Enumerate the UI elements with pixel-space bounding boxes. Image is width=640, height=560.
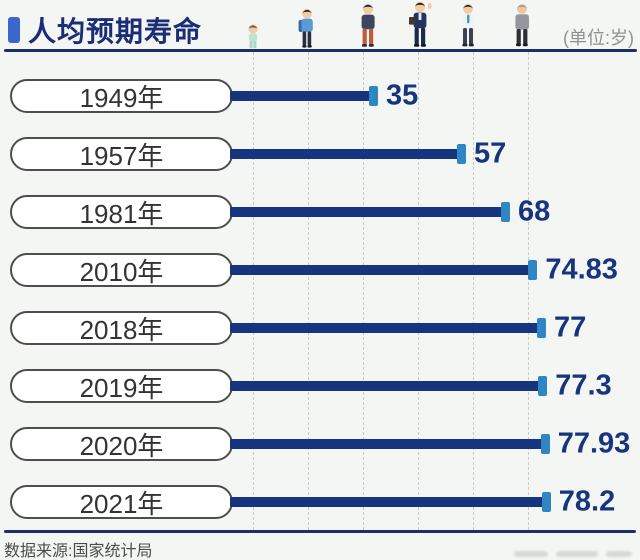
watermark <box>514 551 632 557</box>
grid-line <box>473 52 474 530</box>
grid-line <box>528 52 529 530</box>
year-label-pill: 2010年 <box>10 253 233 287</box>
young-adult-figure <box>361 3 382 47</box>
bar <box>230 497 546 507</box>
bar-cap <box>501 202 510 222</box>
elderly-figure <box>515 4 532 47</box>
value-label: 35 <box>386 79 419 112</box>
header-divider <box>4 49 637 52</box>
grid-line <box>308 52 309 530</box>
bar-cap <box>457 144 466 164</box>
bar-cap <box>528 260 538 280</box>
grid-line <box>253 52 254 530</box>
value-label: 77.3 <box>555 369 612 402</box>
student-figure <box>298 8 313 48</box>
year-label-pill: 2021年 <box>10 485 233 519</box>
bar <box>230 323 541 333</box>
chart-area: 1949年 35 1957年 57 1981年 68 2010年 74.83 2018年 77 20… <box>0 52 640 530</box>
unit-label: (单位:岁) <box>563 28 634 48</box>
source-note: 数据来源:国家统计局 <box>4 543 153 560</box>
year-label-pill: 2020年 <box>10 427 233 461</box>
header: 人均预期寿命 <box>8 10 202 50</box>
grid-line <box>418 52 419 530</box>
value-label: 74.83 <box>545 253 618 286</box>
bar-cap <box>537 318 546 338</box>
bar <box>230 207 505 217</box>
value-label: 57 <box>474 137 507 170</box>
bar-cap <box>538 376 548 396</box>
value-label: 77 <box>554 311 587 344</box>
bar <box>230 439 545 449</box>
bar <box>230 381 543 391</box>
bar <box>230 265 533 275</box>
year-label-pill: 2018年 <box>10 311 233 345</box>
value-label: 68 <box>518 195 551 228</box>
bar-cap <box>540 434 550 454</box>
page-title: 人均预期寿命 <box>28 16 203 47</box>
bar-cap <box>541 492 551 512</box>
year-label-pill: 2019年 <box>10 369 233 403</box>
bar-cap <box>369 86 378 106</box>
year-label-pill: 1981年 <box>10 195 233 229</box>
grid-line <box>363 52 364 530</box>
toddler-figure <box>248 24 258 49</box>
title-bullet-icon <box>8 17 20 43</box>
chart-baseline <box>4 530 636 533</box>
middle-aged-figure <box>462 3 474 47</box>
value-label: 78.2 <box>558 485 616 518</box>
year-label-pill: 1949年 <box>10 79 233 113</box>
bar <box>230 149 461 159</box>
value-label: 77.93 <box>557 427 631 460</box>
bar <box>230 91 373 101</box>
year-label-pill: 1957年 <box>10 137 233 171</box>
businessman-figure <box>409 1 432 47</box>
